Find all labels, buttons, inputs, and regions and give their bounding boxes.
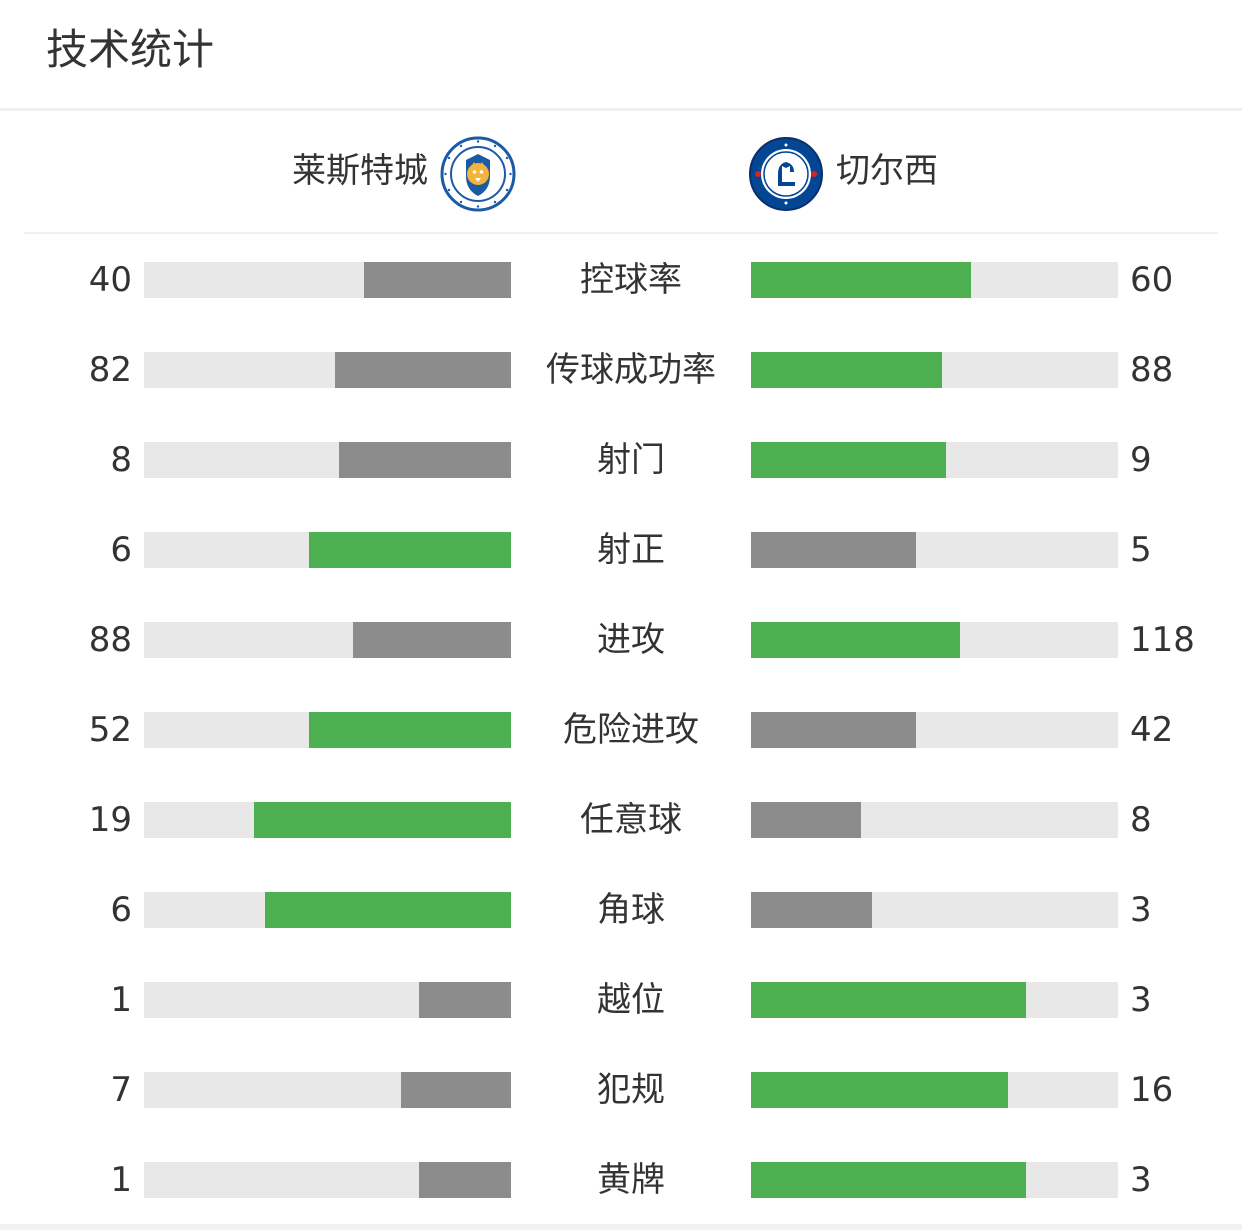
away-stat-value: 60 — [1130, 260, 1174, 300]
away-stat-value: 3 — [1130, 1160, 1152, 1200]
home-team-name[interactable]: 莱斯特城 — [292, 151, 428, 191]
away-stat-value: 9 — [1130, 440, 1152, 480]
away-stat-bar — [751, 352, 1118, 388]
leicester-city-crest-icon[interactable] — [440, 136, 516, 212]
away-stat-bar — [751, 712, 1118, 748]
away-stat-value: 42 — [1130, 710, 1174, 750]
stat-label: 角球 — [597, 890, 665, 930]
away-stat-bar — [751, 892, 1118, 928]
home-stat-value: 7 — [110, 1070, 132, 1110]
stat-label: 任意球 — [580, 800, 682, 840]
home-stat-bar — [144, 622, 511, 658]
stat-label: 黄牌 — [597, 1160, 665, 1200]
home-stat-bar-fill — [309, 532, 511, 568]
away-stat-bar-fill — [751, 442, 946, 478]
home-stat-bar — [144, 892, 511, 928]
stat-label: 射正 — [597, 530, 665, 570]
away-stat-value: 3 — [1130, 980, 1152, 1020]
away-stat-bar — [751, 262, 1118, 298]
stat-row: 6 射正 5 — [0, 532, 1242, 572]
home-stat-value: 82 — [88, 350, 132, 390]
away-stat-bar-fill — [751, 1072, 1008, 1108]
home-stat-bar — [144, 532, 511, 568]
home-stat-bar — [144, 1072, 511, 1108]
home-stat-bar — [144, 352, 511, 388]
stat-row: 1 黄牌 3 — [0, 1162, 1242, 1202]
away-stat-value: 3 — [1130, 890, 1152, 930]
home-stat-bar-fill — [419, 982, 511, 1018]
bottom-divider — [0, 1224, 1242, 1230]
stat-label: 危险进攻 — [563, 710, 699, 750]
away-stat-value: 88 — [1130, 350, 1174, 390]
away-stat-bar-fill — [751, 622, 960, 658]
away-stat-value: 5 — [1130, 530, 1152, 570]
away-stat-bar-fill — [751, 1162, 1026, 1198]
stat-row: 6 角球 3 — [0, 892, 1242, 932]
home-stat-bar-fill — [265, 892, 511, 928]
home-stat-value: 8 — [110, 440, 132, 480]
page-title: 技术统计 — [46, 25, 215, 74]
home-stat-bar — [144, 442, 511, 478]
away-stat-bar — [751, 802, 1118, 838]
teams-divider — [24, 232, 1218, 234]
home-stat-value: 88 — [88, 620, 132, 660]
away-stat-bar-fill — [751, 712, 916, 748]
stat-row: 82 传球成功率 88 — [0, 352, 1242, 392]
home-stat-bar-fill — [353, 622, 511, 658]
away-stat-value: 16 — [1130, 1070, 1174, 1110]
stat-label: 进攻 — [597, 620, 665, 660]
away-stat-bar — [751, 622, 1118, 658]
home-stat-bar — [144, 712, 511, 748]
stat-row: 8 射门 9 — [0, 442, 1242, 482]
home-stat-bar-fill — [419, 1162, 511, 1198]
away-stat-value: 118 — [1130, 620, 1195, 660]
stat-row: 19 任意球 8 — [0, 802, 1242, 842]
away-stat-bar — [751, 442, 1118, 478]
home-stat-bar — [144, 802, 511, 838]
home-stat-value: 1 — [110, 980, 132, 1020]
stat-label: 犯规 — [597, 1070, 665, 1110]
away-stat-bar — [751, 982, 1118, 1018]
away-stat-bar-fill — [751, 352, 942, 388]
stat-label: 射门 — [597, 440, 665, 480]
stat-row: 88 进攻 118 — [0, 622, 1242, 662]
home-stat-bar-fill — [254, 802, 511, 838]
away-stat-bar — [751, 532, 1118, 568]
stat-label: 控球率 — [580, 260, 682, 300]
home-stat-bar-fill — [335, 352, 511, 388]
stat-label: 传球成功率 — [546, 350, 716, 390]
away-team-name[interactable]: 切尔西 — [836, 151, 938, 191]
teams-header: 莱斯特城 — [0, 130, 1242, 220]
away-stat-bar-fill — [751, 892, 872, 928]
away-stat-value: 8 — [1130, 800, 1152, 840]
home-stat-value: 19 — [88, 800, 132, 840]
home-stat-bar-fill — [401, 1072, 511, 1108]
home-stat-bar — [144, 982, 511, 1018]
away-stat-bar — [751, 1162, 1118, 1198]
home-stat-bar — [144, 1162, 511, 1198]
chelsea-crest-icon[interactable] — [748, 136, 824, 212]
home-stat-bar — [144, 262, 511, 298]
away-stat-bar-fill — [751, 262, 971, 298]
stat-label: 越位 — [597, 980, 665, 1020]
home-stat-bar-fill — [309, 712, 511, 748]
away-stat-bar-fill — [751, 532, 916, 568]
home-stat-value: 6 — [110, 890, 132, 930]
home-stat-value: 1 — [110, 1160, 132, 1200]
home-stat-value: 6 — [110, 530, 132, 570]
home-stat-bar-fill — [364, 262, 511, 298]
away-stat-bar-fill — [751, 802, 861, 838]
away-stat-bar — [751, 1072, 1118, 1108]
away-stat-bar-fill — [751, 982, 1026, 1018]
home-stat-bar-fill — [339, 442, 511, 478]
home-stat-value: 40 — [88, 260, 132, 300]
home-stat-value: 52 — [88, 710, 132, 750]
stat-row: 7 犯规 16 — [0, 1072, 1242, 1112]
stat-row: 52 危险进攻 42 — [0, 712, 1242, 752]
stat-row: 40 控球率 60 — [0, 262, 1242, 302]
stat-row: 1 越位 3 — [0, 982, 1242, 1022]
header-divider — [0, 108, 1242, 111]
